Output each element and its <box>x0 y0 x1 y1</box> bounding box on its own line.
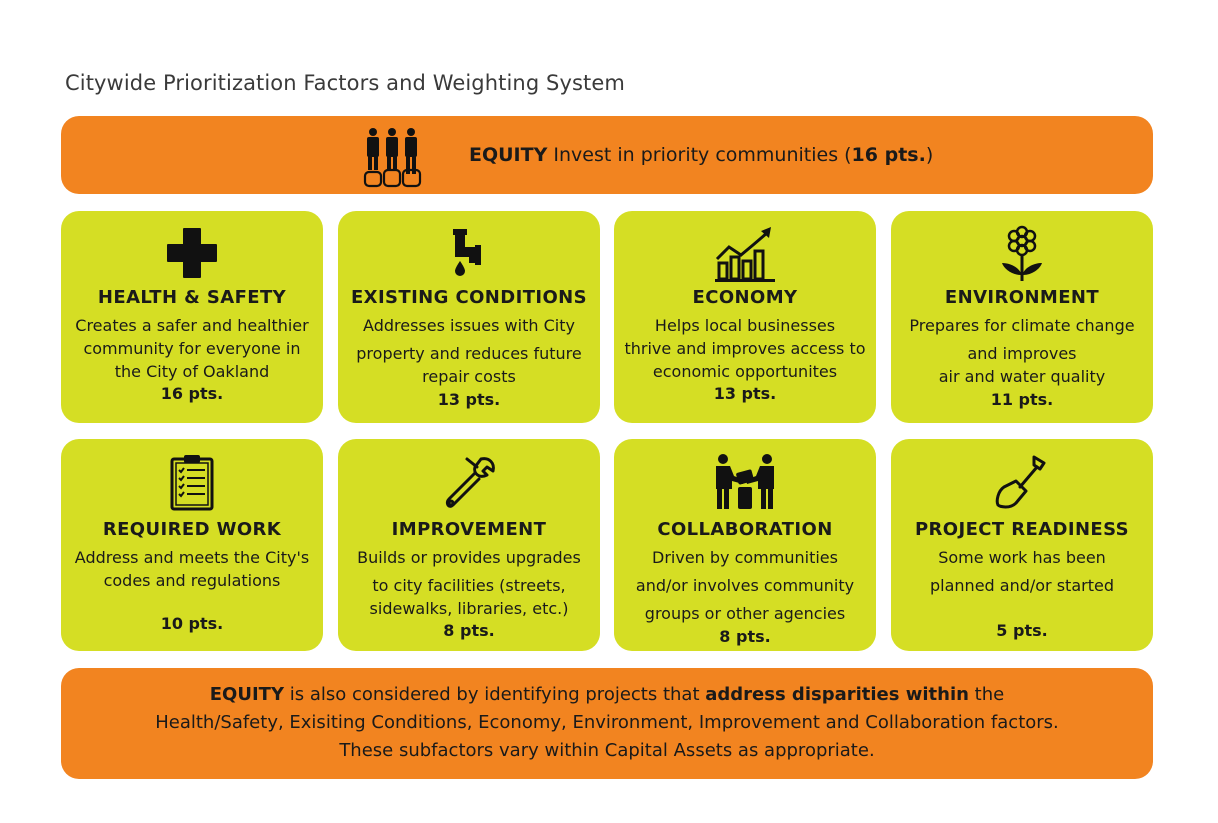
footer-equity-label: EQUITY <box>209 684 284 705</box>
footer-text: is also considered by identifying projec… <box>284 684 706 705</box>
footer-bold-text: address disparities within <box>705 684 969 705</box>
card-desc-line: property and reduces future <box>356 344 582 363</box>
card-description: Prepares for climate change and improves… <box>893 314 1151 388</box>
card-desc-line: repair costs <box>422 367 516 386</box>
page-title: Citywide Prioritization Factors and Weig… <box>65 71 625 95</box>
clipboard-checklist-icon <box>170 455 214 511</box>
card-points: 13 pts. <box>713 384 777 403</box>
footer-line-3: These subfactors vary within Capital Ass… <box>339 740 875 761</box>
card-desc-line: and/or involves community <box>635 576 855 595</box>
footer-text-end: the <box>968 684 1005 705</box>
people-group-icon <box>363 128 422 188</box>
card-title: COLLABORATION <box>657 519 833 540</box>
card-desc-line: codes and regulations <box>103 571 281 590</box>
card-desc-line: groups or other agencies <box>644 604 846 623</box>
card-desc-line: sidewalks, libraries, etc.) <box>369 599 569 618</box>
footer-equity-banner: EQUITY is also considered by identifying… <box>61 668 1153 779</box>
card-points: 8 pts. <box>443 621 495 640</box>
equity-close: ) <box>925 144 934 166</box>
equity-points: 16 pts. <box>851 144 926 166</box>
card-desc-line: Driven by communities <box>652 548 838 567</box>
card-desc-line: Helps local businesses <box>654 316 836 335</box>
growth-chart-icon <box>715 227 775 282</box>
equity-description: Invest in priority communities ( <box>547 144 852 166</box>
card-title: REQUIRED WORK <box>102 519 282 540</box>
equity-label: EQUITY <box>469 144 548 166</box>
card-health-safety: HEALTH & SAFETY Creates a safer and heal… <box>61 211 323 423</box>
card-required-work: REQUIRED WORK Address and meets the City… <box>61 439 323 651</box>
card-desc-line: and improves <box>967 344 1077 363</box>
equity-banner: EQUITY Invest in priority communities (1… <box>61 116 1153 194</box>
card-description: Driven by communities and/or involves co… <box>616 546 874 625</box>
card-points: 11 pts. <box>990 390 1054 409</box>
card-title: ECONOMY <box>692 287 798 308</box>
card-desc-line: the City of Oakland <box>114 362 270 381</box>
card-desc-line: Creates a safer and healthier <box>75 316 309 335</box>
card-desc-line: Builds or provides upgrades <box>357 548 581 567</box>
card-desc-line: thrive and improves access to <box>624 339 866 358</box>
card-economy: ECONOMY Helps local businesses thrive an… <box>614 211 876 423</box>
card-description: Address and meets the City's codes and r… <box>63 546 321 592</box>
card-desc-line: air and water quality <box>938 367 1106 386</box>
leaking-pipe-icon <box>453 229 481 276</box>
card-desc-line: Address and meets the City's <box>74 548 310 567</box>
card-description: Builds or provides upgrades to city faci… <box>340 546 598 620</box>
card-title: ENVIRONMENT <box>944 287 1100 308</box>
shovel-icon <box>995 455 1046 509</box>
card-desc-line: community for everyone in <box>83 339 301 358</box>
card-desc-line: planned and/or started <box>930 576 1114 595</box>
card-collaboration: COLLABORATION Driven by communities and/… <box>614 439 876 651</box>
card-description: Helps local businesses thrive and improv… <box>616 314 874 383</box>
flower-icon <box>1002 225 1042 281</box>
card-points: 16 pts. <box>160 384 224 403</box>
card-desc-line: economic opportunites <box>652 362 838 381</box>
card-title: EXISTING CONDITIONS <box>350 287 588 308</box>
card-points: 5 pts. <box>996 621 1048 640</box>
card-desc-line: Some work has been <box>938 548 1106 567</box>
card-existing-conditions: EXISTING CONDITIONS Addresses issues wit… <box>338 211 600 423</box>
card-description: Creates a safer and healthier community … <box>63 314 321 383</box>
card-title: HEALTH & SAFETY <box>97 287 287 308</box>
card-environment: ENVIRONMENT Prepares for climate change … <box>891 211 1153 423</box>
footer-line-1: EQUITY is also considered by identifying… <box>61 681 1153 709</box>
medical-cross-icon <box>167 228 217 278</box>
card-title: PROJECT READINESS <box>914 519 1130 540</box>
card-project-readiness: PROJECT READINESS Some work has been pla… <box>891 439 1153 651</box>
card-desc-line: Prepares for climate change <box>909 316 1135 335</box>
footer-line-2: Health/Safety, Exisiting Conditions, Eco… <box>155 712 1059 733</box>
card-improvement: IMPROVEMENT Builds or provides upgrades … <box>338 439 600 651</box>
card-points: 10 pts. <box>160 614 224 633</box>
equity-banner-text: EQUITY Invest in priority communities (1… <box>469 144 933 166</box>
card-title: IMPROVEMENT <box>391 519 547 540</box>
card-description: Addresses issues with City property and … <box>340 314 598 388</box>
collaboration-people-icon <box>716 454 774 509</box>
card-desc-line: Addresses issues with City <box>363 316 575 335</box>
card-points: 8 pts. <box>719 627 771 646</box>
card-points: 13 pts. <box>437 390 501 409</box>
card-description: Some work has been planned and/or starte… <box>893 546 1151 597</box>
wrench-icon <box>445 457 495 508</box>
card-desc-line: to city facilities (streets, <box>372 576 566 595</box>
